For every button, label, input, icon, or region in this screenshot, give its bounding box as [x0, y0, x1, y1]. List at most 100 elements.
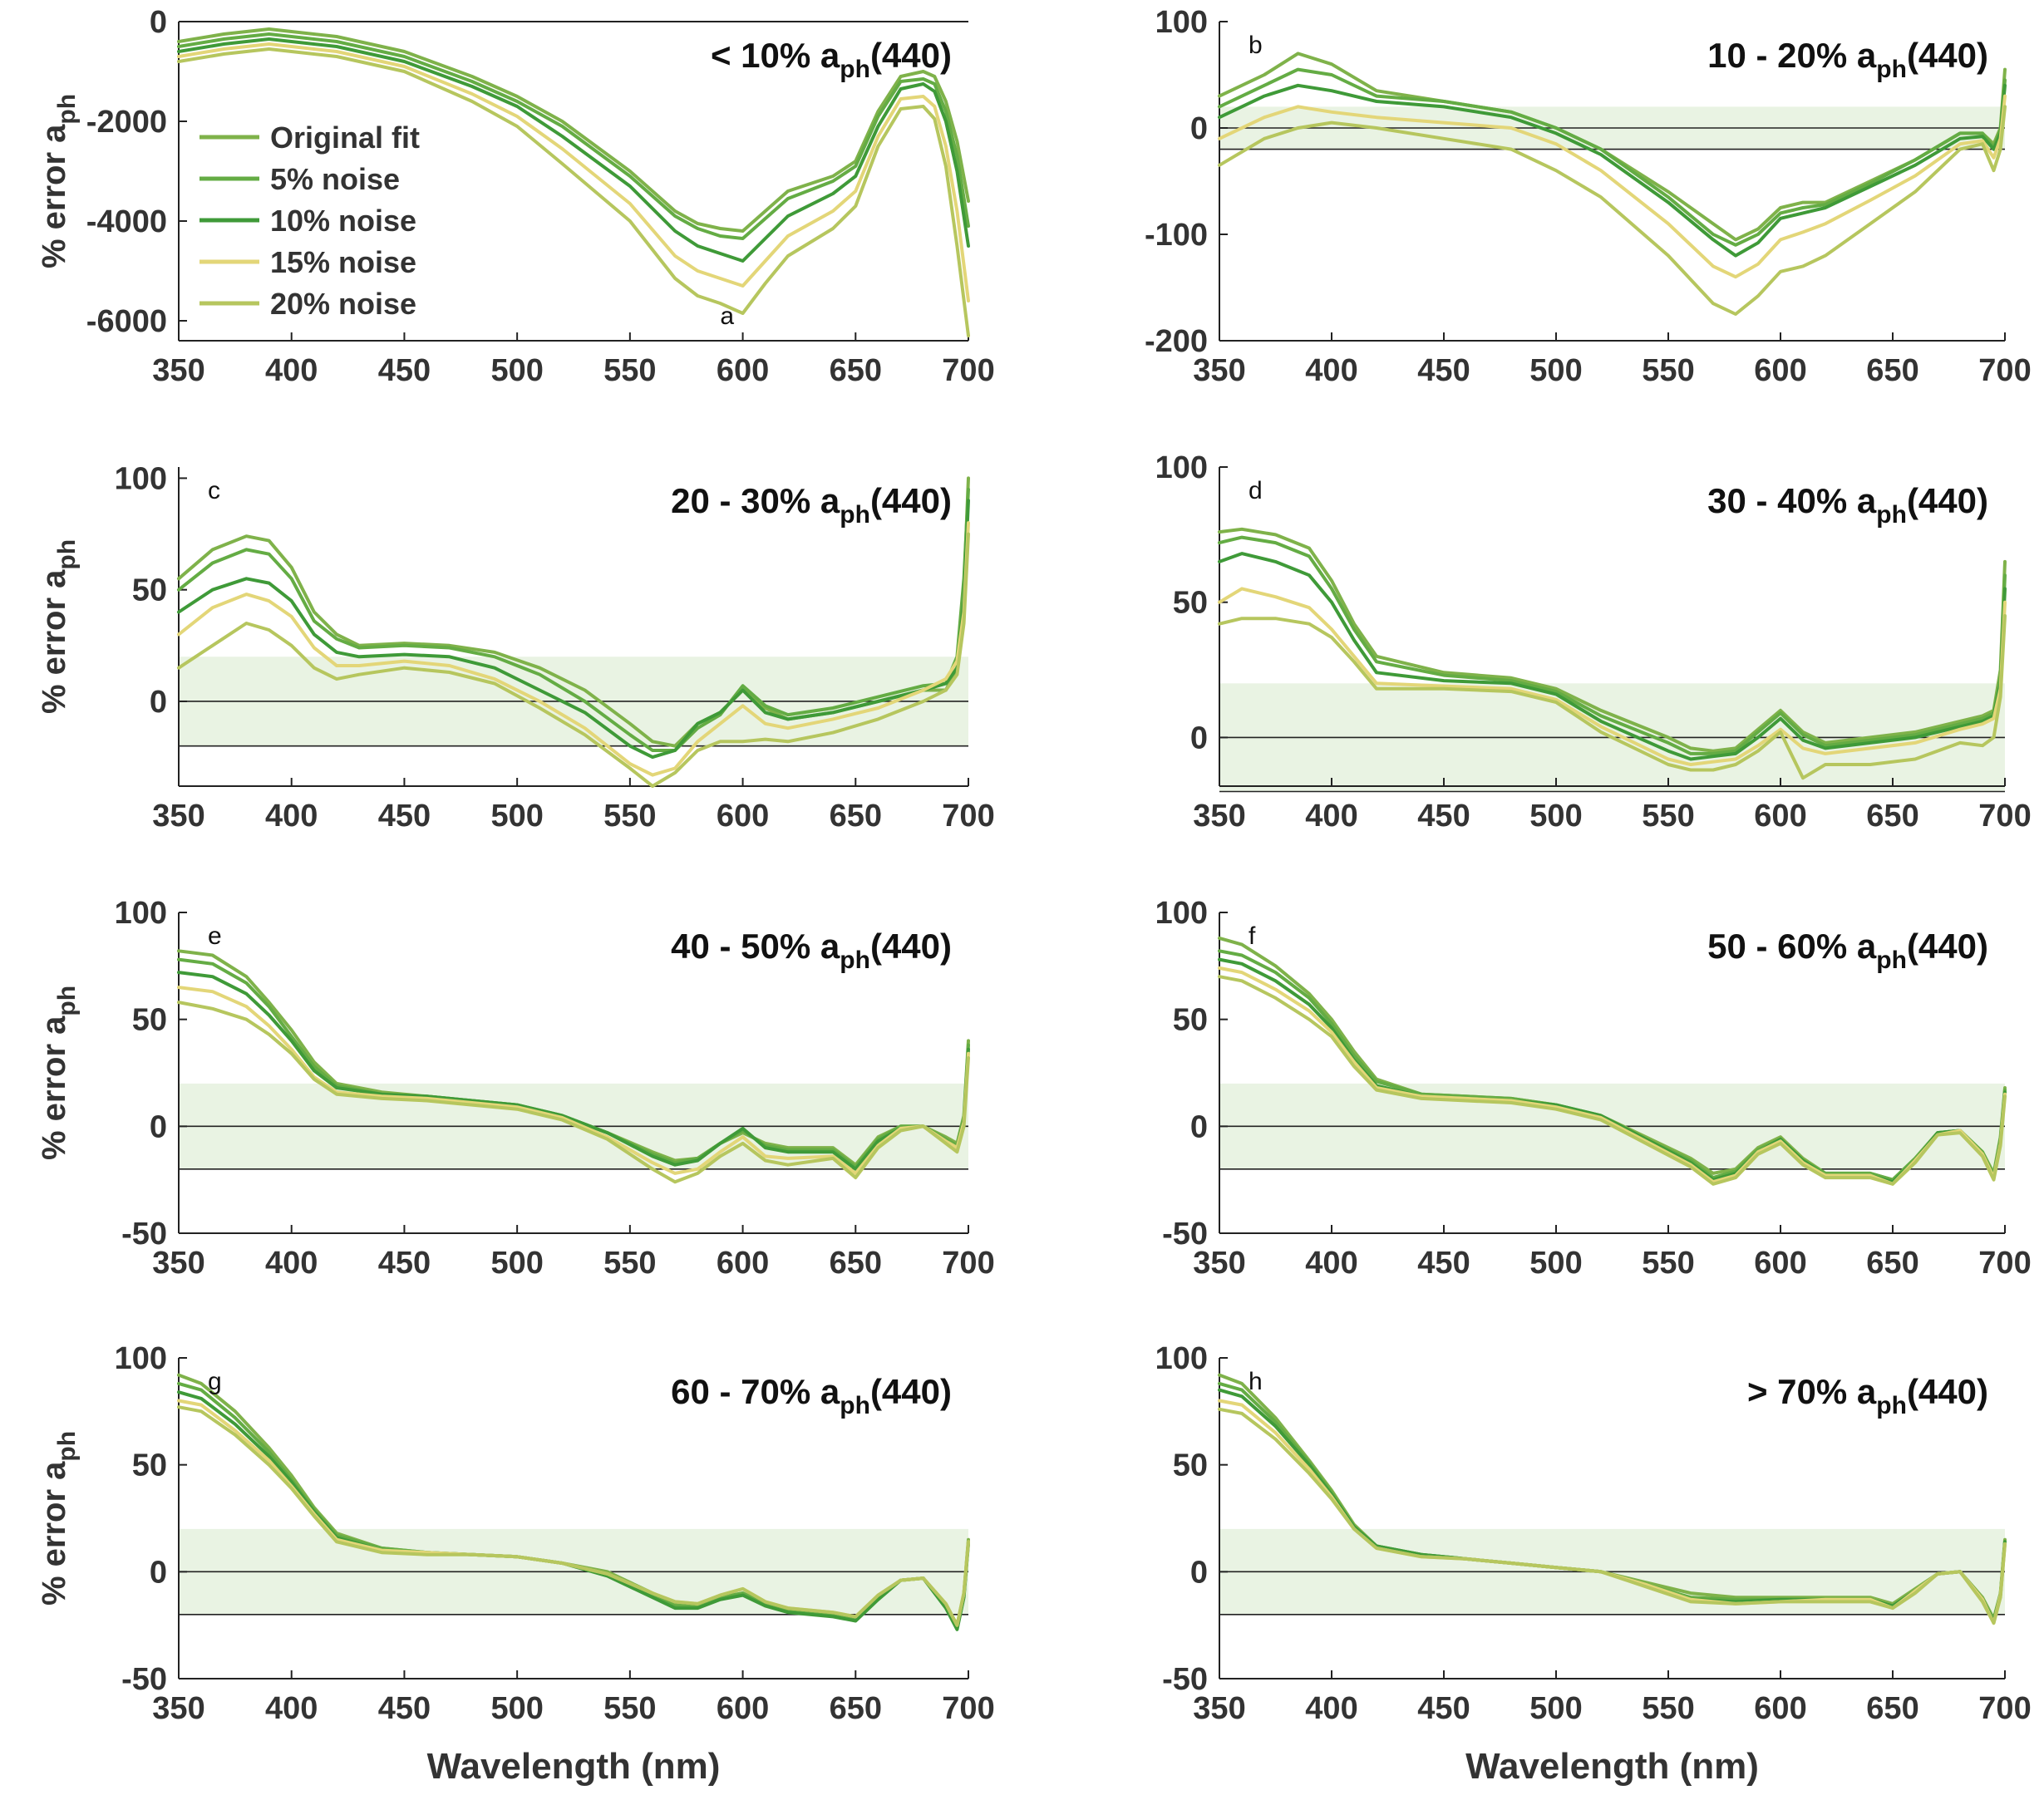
series-line	[1218, 535, 2007, 755]
panel-title-tail: (440)	[1907, 1372, 1988, 1411]
x-tick-label: 400	[1305, 799, 1357, 834]
series-line	[1218, 105, 2007, 316]
x-tick-label: 500	[490, 1246, 543, 1281]
y-tick-label: -2000	[86, 105, 167, 140]
x-tick-label: 600	[717, 353, 769, 388]
panel-b: 350 400 450 500 550 600 650 700 100 0 -100 -200 10 -…	[1145, 5, 2032, 388]
series-line	[177, 499, 970, 760]
x-tick-label: 500	[1529, 1691, 1582, 1726]
x-tick-label: 450	[378, 799, 431, 834]
x-tick-label: 650	[1866, 1246, 1918, 1281]
panel-title: < 10% aph(440)	[711, 36, 952, 83]
panel-title-tail: (440)	[1907, 36, 1988, 75]
panel-title-tail: (440)	[1907, 927, 1988, 966]
legend-label: 15% noise	[270, 245, 416, 279]
panel-title-range: > 70% a	[1747, 1372, 1877, 1411]
panel-a: 350 400 450 500 550 600 650 700 0 -2000 -4000 -6000…	[36, 5, 995, 388]
series-line	[177, 521, 970, 777]
y-axis-label-sub: ph	[53, 1431, 81, 1462]
x-tick-label: 400	[1305, 1246, 1357, 1281]
y-tick-label: 50	[1173, 586, 1208, 621]
x-tick-label: 700	[1978, 799, 2031, 834]
x-tick-label: 550	[1642, 1691, 1694, 1726]
legend-label: Original fit	[270, 120, 420, 155]
panel-title-range: 60 - 70% a	[671, 1372, 840, 1411]
series-line	[1218, 67, 2007, 247]
series-line	[177, 487, 970, 752]
x-tick-label: 550	[603, 1246, 656, 1281]
x-tick-label: 350	[1193, 353, 1245, 388]
x-tick-label: 400	[265, 799, 318, 834]
x-tick-label: 350	[1193, 1691, 1245, 1726]
x-tick-label: 500	[1529, 353, 1582, 388]
y-tick-label: 100	[1155, 896, 1208, 931]
panel-title-range: 20 - 30% a	[671, 481, 840, 520]
y-tick-label: -4000	[86, 204, 167, 239]
x-tick-label: 700	[942, 799, 994, 834]
x-axis-label: Wavelength (nm)	[1465, 1746, 1759, 1787]
panel-letter: d	[1249, 477, 1263, 504]
x-tick-label: 500	[490, 353, 543, 388]
x-tick-label: 650	[830, 1246, 882, 1281]
x-tick-label: 400	[1305, 353, 1357, 388]
x-tick-label: 600	[717, 799, 769, 834]
panel-title: 30 - 40% aph(440)	[1707, 481, 1988, 529]
y-tick-label: 100	[115, 896, 167, 931]
legend-label: 10% noise	[270, 204, 416, 238]
x-tick-label: 600	[717, 1246, 769, 1281]
y-axis-label: % error aph	[36, 539, 81, 714]
y-tick-label: -6000	[86, 304, 167, 339]
x-tick-label: 600	[1754, 1246, 1806, 1281]
y-axis-label: % error aph	[36, 94, 81, 268]
x-tick-label: 700	[942, 1691, 994, 1726]
panel-title: 60 - 70% aph(440)	[671, 1372, 952, 1419]
x-axis-label: Wavelength (nm)	[427, 1746, 721, 1787]
y-axis-label-sub: ph	[53, 94, 81, 125]
series-line	[1218, 94, 2007, 279]
series-line	[1218, 1407, 2007, 1625]
panel-title: > 70% aph(440)	[1747, 1372, 1988, 1419]
y-tick-label: 0	[1190, 720, 1208, 755]
series-line	[1218, 587, 2007, 766]
x-tick-label: 400	[1305, 1691, 1357, 1726]
panel-title-range: < 10% a	[711, 36, 840, 75]
x-tick-label: 450	[378, 1246, 431, 1281]
x-tick-label: 650	[1866, 799, 1918, 834]
x-tick-label: 350	[152, 353, 204, 388]
y-tick-label: 0	[150, 685, 167, 720]
y-axis-label-main: % error a	[36, 124, 72, 268]
y-tick-label: 0	[150, 5, 167, 40]
legend: Original fit 5% noise 10% noise 15% noise 20…	[199, 120, 420, 321]
y-axis-label-sub: ph	[53, 986, 81, 1016]
y-axis-label-main: % error a	[36, 1016, 72, 1160]
y-tick-label: 50	[132, 1003, 167, 1038]
x-tick-label: 450	[378, 353, 431, 388]
series-line	[177, 27, 970, 233]
x-tick-label: 500	[1529, 1246, 1582, 1281]
legend-label: 5% noise	[270, 162, 400, 196]
x-tick-label: 550	[603, 799, 656, 834]
y-tick-label: 50	[132, 573, 167, 608]
series-line	[177, 1001, 970, 1184]
panel-title-sub: ph	[840, 501, 870, 529]
y-axis-label-sub: ph	[53, 539, 81, 570]
panel-letter: a	[720, 302, 734, 330]
x-tick-label: 650	[830, 1691, 882, 1726]
x-tick-label: 700	[1978, 1691, 2031, 1726]
x-tick-label: 650	[1866, 1691, 1918, 1726]
panel-title-tail: (440)	[870, 927, 952, 966]
x-tick-label: 600	[1754, 799, 1806, 834]
series-line	[1218, 527, 2007, 753]
x-tick-label: 700	[942, 1246, 994, 1281]
panel-title-sub: ph	[840, 947, 870, 974]
panel-title: 40 - 50% aph(440)	[671, 927, 952, 974]
x-tick-label: 450	[1417, 1246, 1470, 1281]
y-tick-label: 100	[115, 1341, 167, 1376]
panel-title: 50 - 60% aph(440)	[1707, 927, 1988, 974]
series-line	[177, 32, 970, 240]
panel-title-tail: (440)	[870, 1372, 952, 1411]
series-line	[1218, 83, 2007, 258]
